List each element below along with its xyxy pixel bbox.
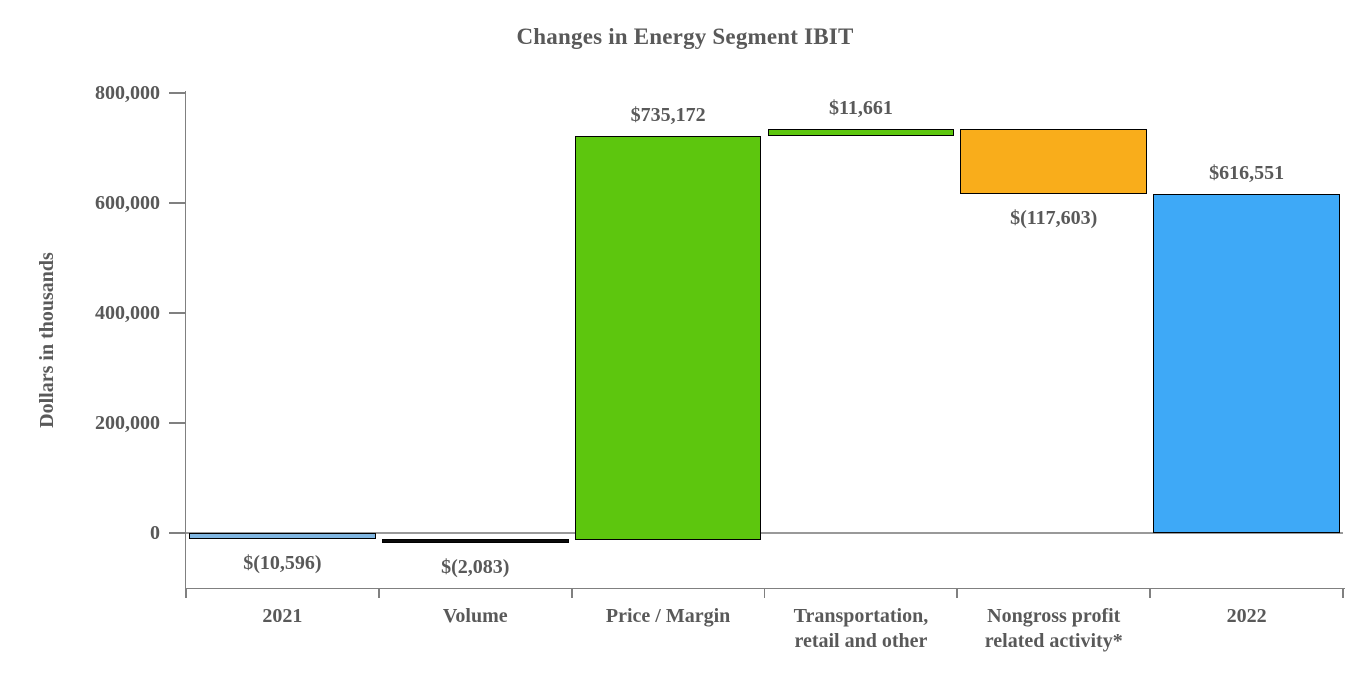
bar-data-label: $616,551 (1209, 161, 1285, 184)
y-tick-label: 800,000 (95, 82, 160, 104)
category-label: Volume (442, 605, 508, 627)
bar-data-label: $(117,603) (1010, 206, 1098, 229)
bar-data-label: $11,661 (828, 97, 893, 120)
zero-gridline (186, 532, 1343, 534)
bar-1 (189, 533, 376, 539)
y-tick-label: 0 (150, 522, 160, 544)
y-axis-line (184, 91, 187, 595)
x-tick (377, 588, 380, 598)
y-tick (169, 532, 186, 534)
bar-6 (1153, 193, 1340, 533)
category-label: 2022 (1226, 605, 1267, 627)
category-label: 2021 (262, 605, 303, 627)
y-tick-label: 600,000 (95, 192, 160, 214)
y-tick (169, 312, 186, 314)
x-tick (1149, 588, 1152, 598)
y-tick (169, 422, 186, 424)
y-tick (169, 92, 186, 94)
y-tick (169, 202, 186, 204)
x-tick (1342, 588, 1344, 598)
x-tick (956, 588, 959, 598)
chart-title: Changes in Energy Segment IBIT (516, 24, 854, 49)
y-tick-label: 400,000 (95, 302, 160, 324)
bar-2 (381, 538, 569, 544)
bar-data-label: $735,172 (630, 103, 706, 126)
bar-data-label: $(10,596) (243, 551, 322, 574)
x-tick (185, 588, 187, 598)
y-axis-title: Dollars in thousands (36, 252, 58, 428)
x-axis-line (184, 587, 1345, 590)
bar-data-label: $(2,083) (441, 556, 510, 579)
y-tick-label: 200,000 (95, 412, 160, 434)
bar-5 (960, 129, 1148, 194)
x-tick (570, 588, 573, 598)
bar-3 (574, 135, 762, 540)
category-label: Price / Margin (605, 605, 731, 627)
category-label: Transportation, retail and other (793, 605, 929, 652)
bar-4 (767, 129, 955, 136)
category-label: Nongross profit related activity* (984, 605, 1123, 652)
x-tick (763, 588, 766, 598)
